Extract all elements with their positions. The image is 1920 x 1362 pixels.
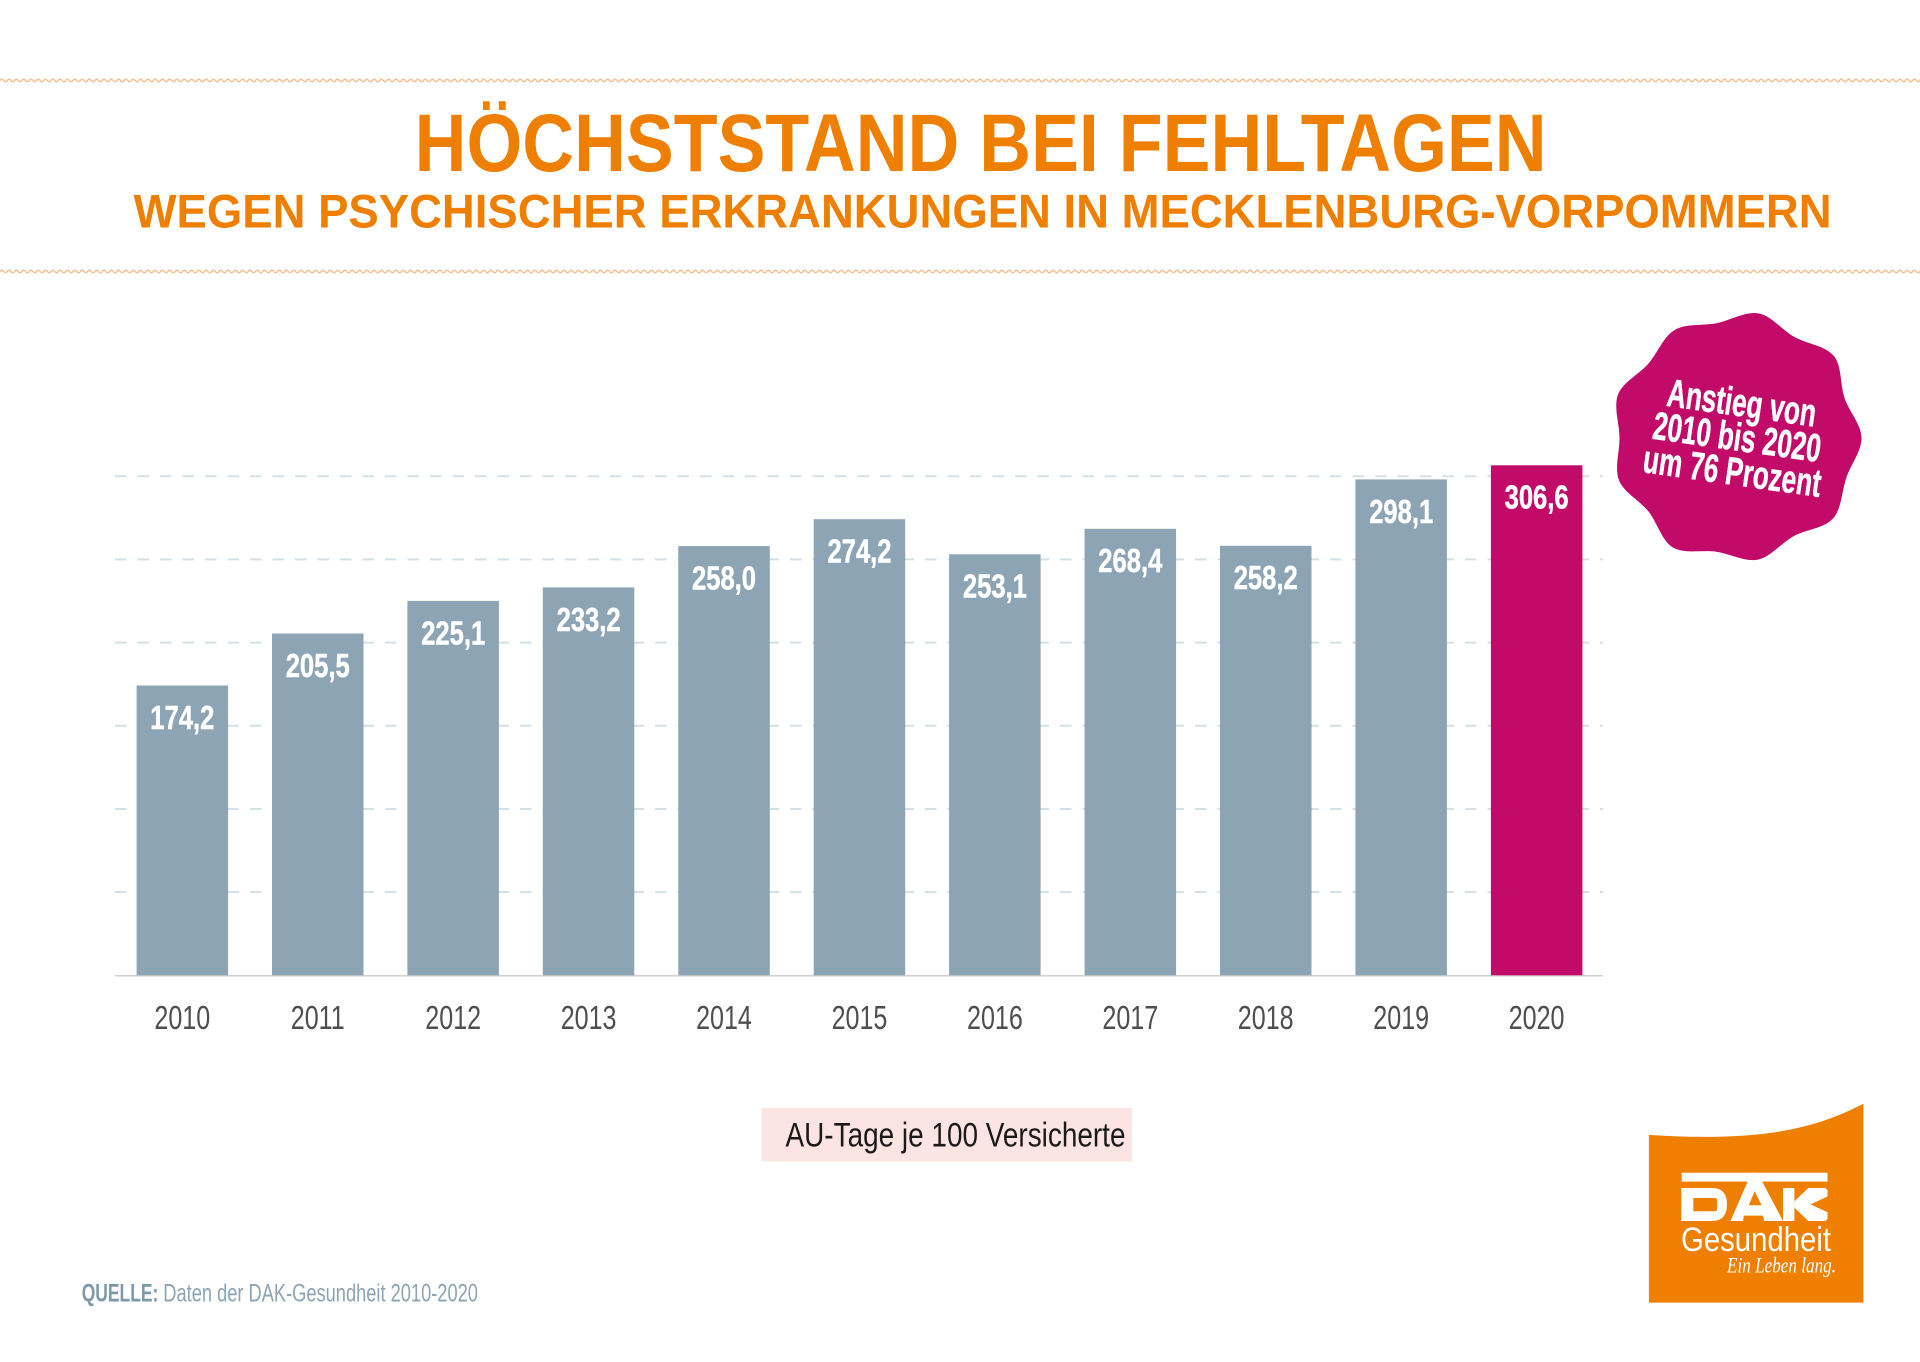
svg-text:174,2: 174,2	[150, 700, 214, 737]
svg-text:2018: 2018	[1238, 1000, 1294, 1037]
svg-text:2013: 2013	[561, 1000, 617, 1037]
svg-text:QUELLE:: QUELLE:	[82, 1279, 159, 1308]
svg-text:274,2: 274,2	[828, 534, 892, 571]
svg-text:306,6: 306,6	[1505, 480, 1569, 517]
svg-text:2015: 2015	[832, 1000, 888, 1037]
svg-text:233,2: 233,2	[557, 602, 621, 639]
svg-text:2016: 2016	[967, 1000, 1023, 1037]
svg-text:205,5: 205,5	[286, 648, 350, 685]
svg-text:225,1: 225,1	[421, 615, 485, 652]
svg-text:HÖCHSTSTAND BEI FEHLTAGEN: HÖCHSTSTAND BEI FEHLTAGEN	[415, 98, 1547, 190]
svg-text:2014: 2014	[696, 1000, 752, 1037]
svg-text:Daten der DAK-Gesundheit 2010-: Daten der DAK-Gesundheit 2010-2020	[163, 1279, 478, 1308]
svg-text:2011: 2011	[291, 1000, 345, 1037]
svg-text:2020: 2020	[1509, 1000, 1565, 1037]
svg-text:2019: 2019	[1373, 1000, 1429, 1037]
svg-text:WEGEN PSYCHISCHER ERKRANKUNGEN: WEGEN PSYCHISCHER ERKRANKUNGEN IN MECKLE…	[134, 185, 1832, 238]
svg-text:AU-Tage je 100 Versicherte: AU-Tage je 100 Versicherte	[786, 1116, 1126, 1154]
svg-text:253,1: 253,1	[963, 569, 1027, 606]
svg-text:2010: 2010	[154, 1000, 210, 1037]
svg-text:258,2: 258,2	[1234, 560, 1298, 597]
svg-text:Gesundheit: Gesundheit	[1681, 1220, 1831, 1259]
svg-text:298,1: 298,1	[1369, 494, 1433, 531]
svg-text:2012: 2012	[425, 1000, 481, 1037]
svg-text:Ein Leben lang.: Ein Leben lang.	[1726, 1254, 1836, 1279]
svg-text:258,0: 258,0	[692, 560, 756, 597]
svg-text:2017: 2017	[1102, 1000, 1158, 1037]
svg-text:268,4: 268,4	[1098, 543, 1162, 580]
